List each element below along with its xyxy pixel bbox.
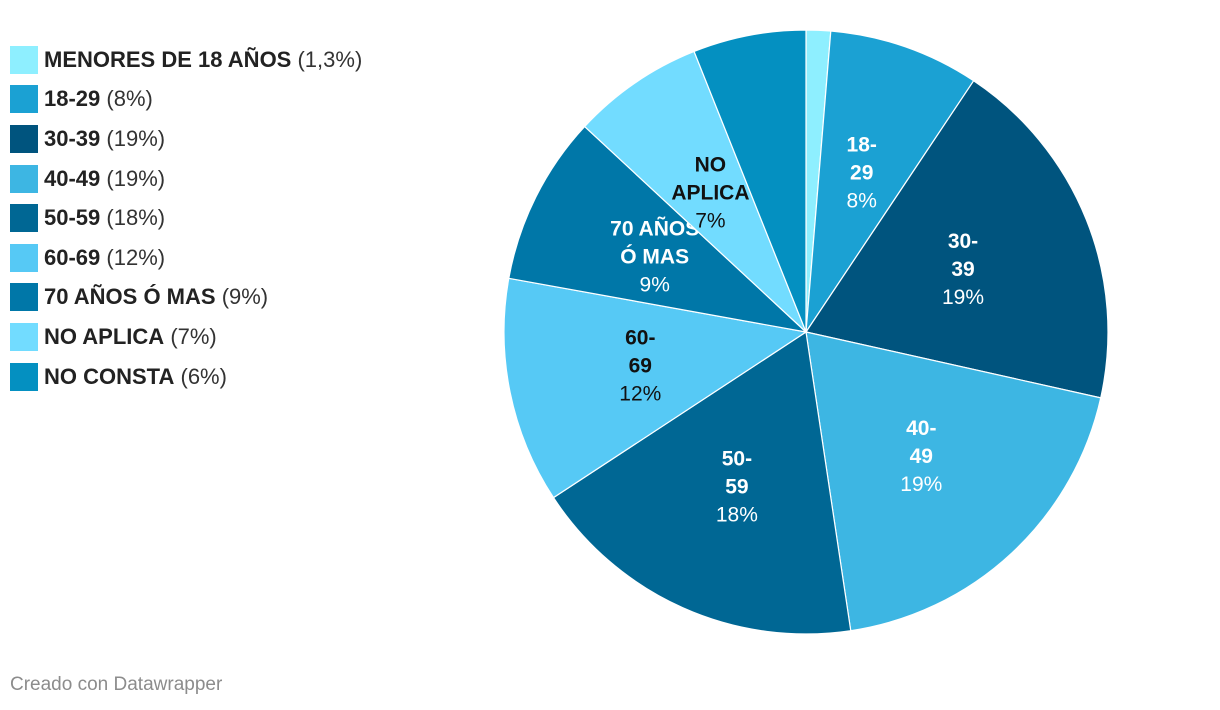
- slice-label: 60- 69 12%: [619, 327, 661, 406]
- legend-swatch: [10, 85, 38, 114]
- slice-label-percent: 8%: [847, 189, 877, 212]
- legend-value: (8%): [106, 86, 153, 112]
- legend-label: 60-69: [44, 244, 101, 270]
- legend-swatch: [10, 45, 38, 74]
- legend-value: (19%): [106, 165, 166, 191]
- slice-label: 18- 29 8%: [847, 133, 877, 212]
- legend-value: (6%): [180, 363, 227, 389]
- legend-item: 50-59 (18%): [10, 198, 362, 238]
- legend-text: 70 AÑOS Ó MAS (9%): [44, 284, 268, 310]
- legend-item: NO APLICA (7%): [10, 317, 362, 357]
- slice-label: 50- 59 18%: [716, 447, 758, 526]
- pie-slice: [805, 331, 1102, 632]
- slice-label-percent: 19%: [942, 286, 984, 309]
- legend-swatch: [10, 283, 38, 312]
- legend-label: NO APLICA: [44, 323, 165, 349]
- legend-item: 30-39 (19%): [10, 119, 362, 159]
- legend-value: (9%): [221, 284, 269, 310]
- pie-slice: [805, 30, 975, 335]
- slice-label-name: 40-: [906, 417, 936, 440]
- slice-label-name: 59: [725, 475, 748, 498]
- pie-slice: [805, 79, 1109, 399]
- legend-swatch: [10, 322, 38, 351]
- legend-label: 70 AÑOS Ó MAS: [44, 284, 216, 310]
- slice-label-percent: 12%: [619, 383, 661, 406]
- slice-label-name: 29: [850, 161, 873, 184]
- slice-label: 70 AÑOS Ó MAS 9%: [610, 217, 699, 296]
- slice-label: 40- 49 19%: [900, 417, 942, 496]
- legend-swatch: [10, 204, 38, 233]
- legend-item: 18-29 (8%): [10, 80, 362, 120]
- slice-label-name: 50-: [722, 447, 752, 470]
- legend-swatch: [10, 164, 38, 193]
- legend-label: 18-29: [44, 86, 101, 112]
- slice-label-name: Ó MAS: [620, 244, 689, 268]
- slice-label-name: APLICA: [671, 182, 749, 205]
- legend-text: NO CONSTA (6%): [44, 364, 227, 390]
- slice-label: NO APLICA 7%: [671, 154, 749, 233]
- slice-label-percent: 18%: [716, 503, 758, 526]
- legend-value: (19%): [106, 125, 166, 151]
- pie-slice: [693, 29, 807, 333]
- legend-text: 60-69 (12%): [44, 245, 165, 271]
- legend-text: 40-49 (19%): [44, 166, 165, 192]
- legend-swatch: [10, 124, 38, 153]
- legend-value: (18%): [106, 205, 166, 231]
- legend-item: 60-69 (12%): [10, 238, 362, 278]
- pie-slice: [508, 125, 808, 333]
- slice-label-percent: 9%: [640, 273, 670, 296]
- legend-label: NO CONSTA: [44, 363, 175, 389]
- slice-label-name: 30-: [948, 230, 978, 253]
- slice-label-name: 69: [629, 355, 652, 378]
- slice-label-name: 49: [910, 445, 933, 468]
- legend-item: NO CONSTA (6%): [10, 357, 362, 397]
- legend-value: (7%): [170, 323, 217, 349]
- legend-swatch: [10, 362, 38, 391]
- legend-label: 50-59: [44, 205, 101, 231]
- legend-label: 30-39: [44, 125, 101, 151]
- legend-item: MENORES DE 18 AÑOS (1,3%): [10, 40, 362, 80]
- legend-label: 40-49: [44, 165, 101, 191]
- slice-label: 30- 39 19%: [942, 230, 984, 309]
- legend-swatch: [10, 243, 38, 272]
- legend-text: NO APLICA (7%): [44, 324, 217, 350]
- pie-slice: [583, 50, 807, 333]
- legend-text: 18-29 (8%): [44, 86, 153, 112]
- slice-label-name: 39: [951, 258, 974, 281]
- legend: MENORES DE 18 AÑOS (1,3%) 18-29 (8%) 30-…: [10, 40, 362, 396]
- legend-label: MENORES DE 18 AÑOS: [44, 46, 292, 72]
- slice-label-percent: 19%: [900, 473, 942, 496]
- pie-slice: [503, 277, 808, 499]
- legend-text: 30-39 (19%): [44, 126, 165, 152]
- legend-value: (12%): [106, 244, 166, 270]
- slice-label-name: 70 AÑOS: [610, 217, 699, 240]
- slice-label-name: 18-: [847, 133, 877, 156]
- pie-slice: [552, 330, 852, 635]
- slice-label-name: 60-: [625, 327, 655, 350]
- legend-text: 50-59 (18%): [44, 205, 165, 231]
- legend-value: (1,3%): [297, 46, 363, 72]
- footer-credit[interactable]: Creado con Datawrapper: [10, 674, 223, 695]
- legend-item: 70 AÑOS Ó MAS (9%): [10, 278, 362, 318]
- legend-text: MENORES DE 18 AÑOS (1,3%): [44, 47, 362, 73]
- slice-label-name: NO: [695, 154, 727, 177]
- slice-label-percent: 7%: [695, 210, 725, 233]
- legend-item: 40-49 (19%): [10, 159, 362, 199]
